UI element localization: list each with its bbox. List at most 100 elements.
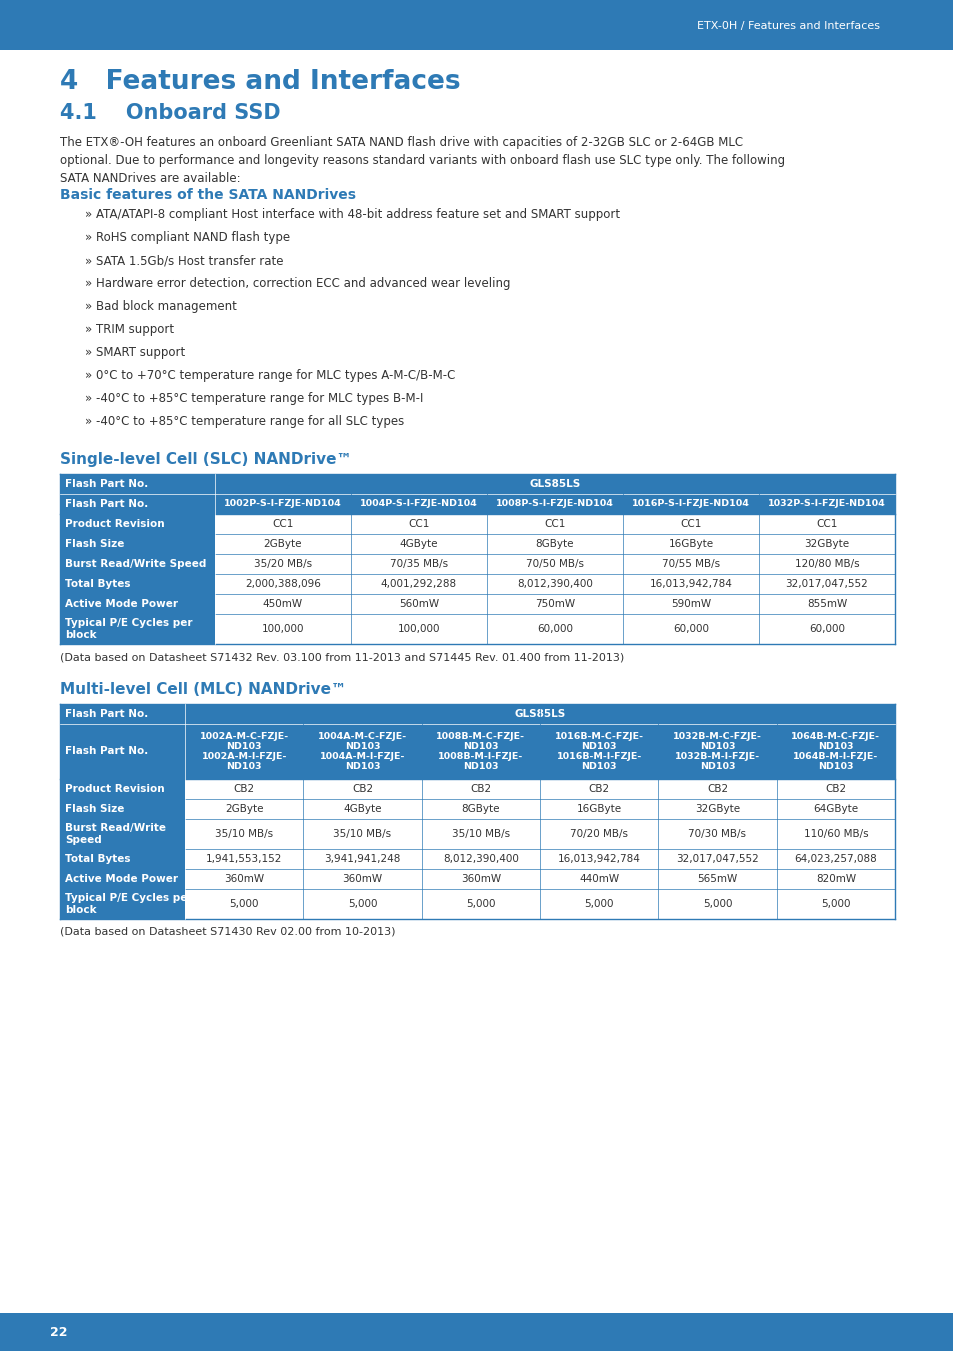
Text: 70/35 MB/s: 70/35 MB/s xyxy=(390,559,448,569)
Text: 4   Features and Interfaces: 4 Features and Interfaces xyxy=(60,69,460,95)
Bar xyxy=(60,819,185,848)
Text: » RoHS compliant NAND flash type: » RoHS compliant NAND flash type xyxy=(85,231,290,245)
Text: Single-level Cell (SLC) NANDrive™: Single-level Cell (SLC) NANDrive™ xyxy=(60,453,352,467)
Text: Flash Part No.: Flash Part No. xyxy=(65,709,148,719)
Text: Flash Part No.: Flash Part No. xyxy=(65,499,148,509)
Bar xyxy=(60,494,894,513)
Text: 5,000: 5,000 xyxy=(702,898,732,909)
Text: GLS85LS: GLS85LS xyxy=(514,709,565,719)
Text: Active Mode Power: Active Mode Power xyxy=(65,598,178,609)
Text: CC1: CC1 xyxy=(679,519,701,530)
Text: 440mW: 440mW xyxy=(578,874,618,884)
Text: 590mW: 590mW xyxy=(670,598,710,609)
Text: 70/55 MB/s: 70/55 MB/s xyxy=(661,559,720,569)
Text: 1008B-M-C-FZJE-
ND103
1008B-M-I-FZJE-
ND103: 1008B-M-C-FZJE- ND103 1008B-M-I-FZJE- ND… xyxy=(436,732,525,771)
Text: 8GByte: 8GByte xyxy=(461,804,499,815)
Text: 5,000: 5,000 xyxy=(466,898,495,909)
Bar xyxy=(60,613,214,644)
Text: 35/20 MB/s: 35/20 MB/s xyxy=(253,559,312,569)
Text: 4,001,292,288: 4,001,292,288 xyxy=(380,580,456,589)
Text: Burst Read/Write Speed: Burst Read/Write Speed xyxy=(65,559,206,569)
Text: Multi-level Cell (MLC) NANDrive™: Multi-level Cell (MLC) NANDrive™ xyxy=(60,682,346,697)
Bar xyxy=(185,889,894,919)
Bar xyxy=(185,780,894,798)
Text: 2,000,388,096: 2,000,388,096 xyxy=(245,580,320,589)
Text: Basic features of the SATA NANDrives: Basic features of the SATA NANDrives xyxy=(60,188,355,203)
Text: 1002P-S-I-FZJE-ND104: 1002P-S-I-FZJE-ND104 xyxy=(224,500,341,508)
Bar xyxy=(214,513,894,534)
Text: 360mW: 360mW xyxy=(342,874,382,884)
Text: 855mW: 855mW xyxy=(806,598,846,609)
Bar xyxy=(0,0,953,50)
Bar xyxy=(185,819,894,848)
Text: 70/30 MB/s: 70/30 MB/s xyxy=(688,830,745,839)
Text: 32,017,047,552: 32,017,047,552 xyxy=(785,580,867,589)
Bar xyxy=(60,513,214,534)
Text: Product Revision: Product Revision xyxy=(65,784,165,794)
Text: 64GByte: 64GByte xyxy=(812,804,858,815)
Text: Burst Read/Write
Speed: Burst Read/Write Speed xyxy=(65,823,166,844)
Text: » TRIM support: » TRIM support xyxy=(85,323,174,336)
Text: 1002A-M-C-FZJE-
ND103
1002A-M-I-FZJE-
ND103: 1002A-M-C-FZJE- ND103 1002A-M-I-FZJE- ND… xyxy=(199,732,289,771)
Bar xyxy=(185,869,894,889)
Bar xyxy=(185,848,894,869)
Bar xyxy=(214,554,894,574)
Text: 22: 22 xyxy=(50,1325,68,1339)
Text: Flash Part No.: Flash Part No. xyxy=(65,480,148,489)
Bar xyxy=(60,534,214,554)
Text: 100,000: 100,000 xyxy=(397,624,439,634)
Text: Total Bytes: Total Bytes xyxy=(65,580,131,589)
Text: 1032P-S-I-FZJE-ND104: 1032P-S-I-FZJE-ND104 xyxy=(767,500,885,508)
Text: 16,013,942,784: 16,013,942,784 xyxy=(558,854,639,865)
Text: 60,000: 60,000 xyxy=(808,624,844,634)
Text: » Bad block management: » Bad block management xyxy=(85,300,236,313)
Bar xyxy=(60,704,894,724)
Text: CC1: CC1 xyxy=(544,519,565,530)
Text: 360mW: 360mW xyxy=(460,874,500,884)
Text: CC1: CC1 xyxy=(816,519,837,530)
Bar xyxy=(60,889,185,919)
Text: 16GByte: 16GByte xyxy=(576,804,621,815)
Text: Flash Part No.: Flash Part No. xyxy=(65,747,148,757)
Text: CB2: CB2 xyxy=(824,784,845,794)
Text: » Hardware error detection, correction ECC and advanced wear leveling: » Hardware error detection, correction E… xyxy=(85,277,510,290)
Bar xyxy=(60,848,185,869)
Text: (Data based on Datasheet S71430 Rev 02.00 from 10-2013): (Data based on Datasheet S71430 Rev 02.0… xyxy=(60,927,395,938)
Text: 1032B-M-C-FZJE-
ND103
1032B-M-I-FZJE-
ND103: 1032B-M-C-FZJE- ND103 1032B-M-I-FZJE- ND… xyxy=(673,732,761,771)
Text: 1016P-S-I-FZJE-ND104: 1016P-S-I-FZJE-ND104 xyxy=(632,500,749,508)
Text: 120/80 MB/s: 120/80 MB/s xyxy=(794,559,859,569)
Text: 1004A-M-C-FZJE-
ND103
1004A-M-I-FZJE-
ND103: 1004A-M-C-FZJE- ND103 1004A-M-I-FZJE- ND… xyxy=(317,732,407,771)
Text: 16GByte: 16GByte xyxy=(668,539,713,549)
Text: 70/50 MB/s: 70/50 MB/s xyxy=(525,559,583,569)
Text: 1004P-S-I-FZJE-ND104: 1004P-S-I-FZJE-ND104 xyxy=(359,500,477,508)
Bar xyxy=(185,798,894,819)
Text: The ETX®-OH features an onboard Greenliant SATA NAND flash drive with capacities: The ETX®-OH features an onboard Greenlia… xyxy=(60,136,784,185)
Text: » SMART support: » SMART support xyxy=(85,346,185,359)
Bar xyxy=(214,534,894,554)
Text: 60,000: 60,000 xyxy=(537,624,573,634)
Bar xyxy=(0,1313,953,1351)
Bar xyxy=(60,798,185,819)
Bar xyxy=(60,574,214,594)
Text: Total Bytes: Total Bytes xyxy=(65,854,131,865)
Text: 35/10 MB/s: 35/10 MB/s xyxy=(334,830,391,839)
Text: 5,000: 5,000 xyxy=(229,898,258,909)
Text: 8,012,390,400: 8,012,390,400 xyxy=(442,854,518,865)
Text: 8GByte: 8GByte xyxy=(536,539,574,549)
Text: » -40°C to +85°C temperature range for MLC types B-M-I: » -40°C to +85°C temperature range for M… xyxy=(85,392,423,405)
Text: Active Mode Power: Active Mode Power xyxy=(65,874,178,884)
Text: GLS85LS: GLS85LS xyxy=(529,480,580,489)
Bar xyxy=(60,474,894,494)
Text: 2GByte: 2GByte xyxy=(263,539,302,549)
Text: 750mW: 750mW xyxy=(535,598,575,609)
Bar xyxy=(214,574,894,594)
Text: CB2: CB2 xyxy=(233,784,254,794)
Text: 1008P-S-I-FZJE-ND104: 1008P-S-I-FZJE-ND104 xyxy=(496,500,614,508)
Text: Flash Size: Flash Size xyxy=(65,804,124,815)
Text: 3,941,941,248: 3,941,941,248 xyxy=(324,854,400,865)
Text: 70/20 MB/s: 70/20 MB/s xyxy=(570,830,627,839)
Text: 360mW: 360mW xyxy=(224,874,264,884)
Text: Typical P/E Cycles per
block: Typical P/E Cycles per block xyxy=(65,619,193,640)
Text: 1016B-M-C-FZJE-
ND103
1016B-M-I-FZJE-
ND103: 1016B-M-C-FZJE- ND103 1016B-M-I-FZJE- ND… xyxy=(554,732,643,771)
Text: 2GByte: 2GByte xyxy=(225,804,263,815)
